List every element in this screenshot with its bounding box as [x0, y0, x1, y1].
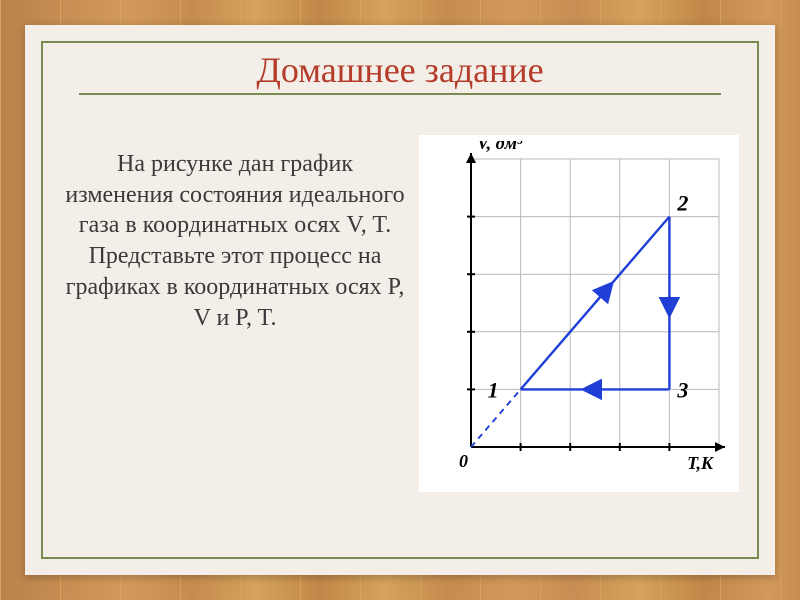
chart-container: 1 2 3 V, дм³ T,K 0	[419, 135, 739, 492]
paper-card: Домашнее задание На рисунке дан график и…	[25, 25, 775, 575]
content-row: На рисунке дан график изменения состояни…	[43, 95, 757, 502]
body-text: На рисунке дан график изменения состояни…	[61, 135, 409, 333]
slide-title: Домашнее задание	[43, 49, 757, 91]
svg-text:1: 1	[488, 377, 499, 402]
svg-text:0: 0	[459, 451, 468, 471]
content-frame: Домашнее задание На рисунке дан график и…	[41, 41, 759, 559]
svg-text:2: 2	[676, 191, 688, 216]
vt-chart: 1 2 3 V, дм³ T,K 0	[425, 141, 733, 481]
svg-text:3: 3	[676, 377, 688, 402]
slide: Домашнее задание На рисунке дан график и…	[0, 0, 800, 600]
svg-text:V, дм³: V, дм³	[477, 141, 523, 153]
svg-text:T,K: T,K	[687, 453, 715, 473]
